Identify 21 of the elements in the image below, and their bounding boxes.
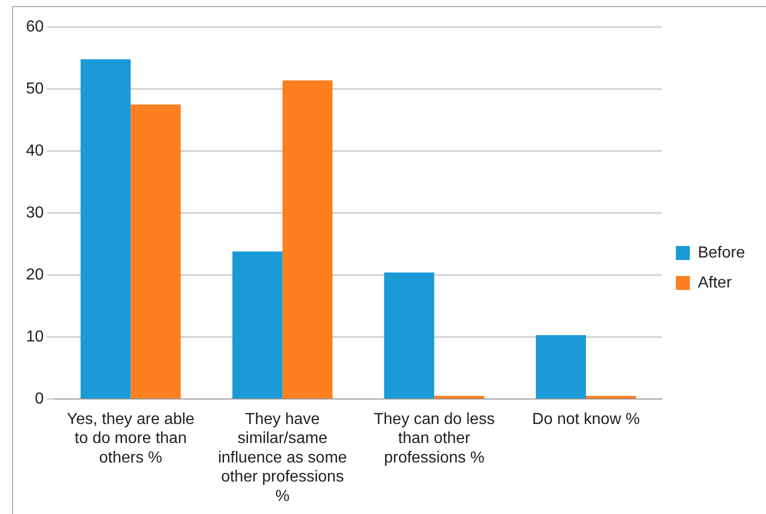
y-tick-label: 0: [34, 390, 44, 408]
legend-label: After: [698, 274, 732, 292]
y-tick-label: 20: [26, 266, 44, 284]
y-tick-label: 40: [26, 142, 44, 160]
x-tick-label: They can do less than other professions %: [374, 411, 495, 466]
bar: [434, 396, 484, 398]
legend-label: Before: [698, 244, 746, 262]
bar: [384, 272, 434, 398]
bar: [80, 59, 131, 398]
y-tick-label: 60: [26, 18, 44, 36]
bar: [586, 396, 636, 398]
bar: [536, 335, 586, 398]
x-tick-label: Do not know %: [532, 411, 640, 428]
y-tick-label: 10: [26, 328, 44, 346]
x-tick-label: They have similar/same influence as some other professions %: [218, 411, 348, 505]
bar: [130, 104, 181, 398]
y-tick-label: 30: [26, 204, 44, 222]
y-tick-label: 50: [26, 80, 44, 98]
bar: [232, 251, 282, 398]
bar: [282, 80, 333, 398]
x-tick-label: Yes, they are able to do more than others %: [66, 411, 195, 466]
